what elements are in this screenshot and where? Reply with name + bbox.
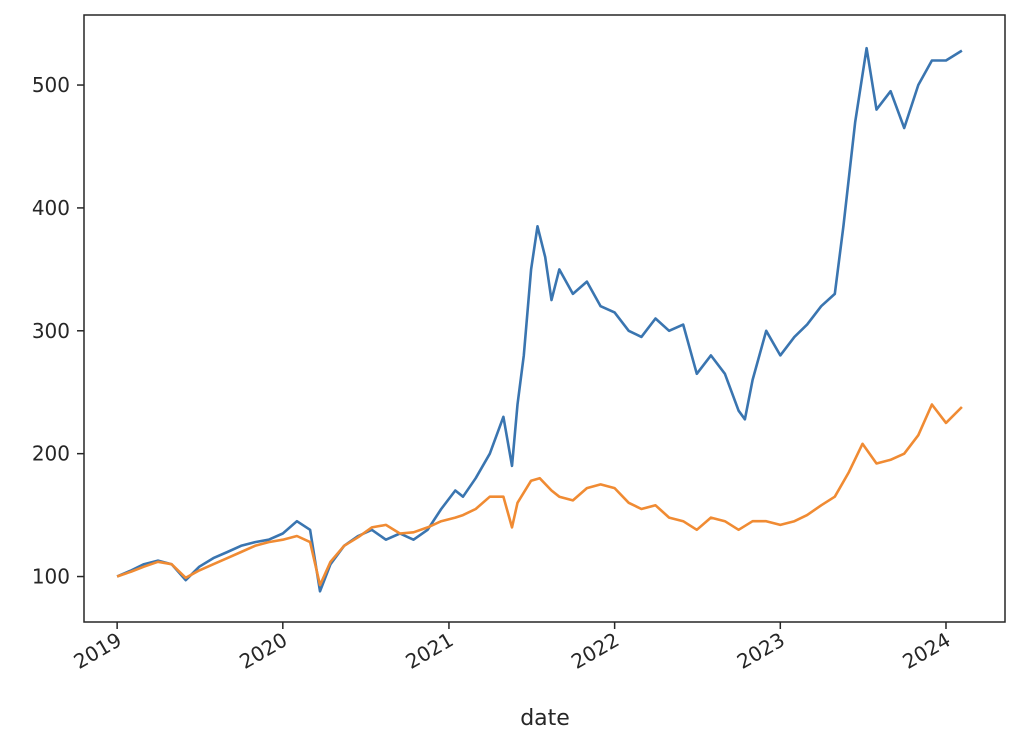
y-tick-label: 300 <box>32 319 70 343</box>
x-tick-label: 2019 <box>70 628 126 674</box>
y-tick-label: 100 <box>32 565 70 589</box>
y-tick-label: 200 <box>32 442 70 466</box>
y-axis: 100 200 300 400 500 <box>32 73 84 589</box>
x-tick-label: 2020 <box>235 628 291 674</box>
series-lines <box>116 46 963 593</box>
x-tick-label: 2021 <box>401 628 457 674</box>
plot-frame <box>83 14 1006 623</box>
x-tick-label: 2023 <box>733 628 789 674</box>
x-axis-label: date <box>520 706 570 731</box>
y-tick-label: 400 <box>32 196 70 220</box>
series-line-1 <box>116 46 963 593</box>
x-tick-label: 2022 <box>567 628 623 674</box>
x-tick-label: 2024 <box>898 628 954 674</box>
series-line-2 <box>116 403 963 587</box>
x-axis: 2019 2020 2021 2022 2023 2024 <box>70 622 954 674</box>
y-tick-label: 500 <box>32 73 70 97</box>
